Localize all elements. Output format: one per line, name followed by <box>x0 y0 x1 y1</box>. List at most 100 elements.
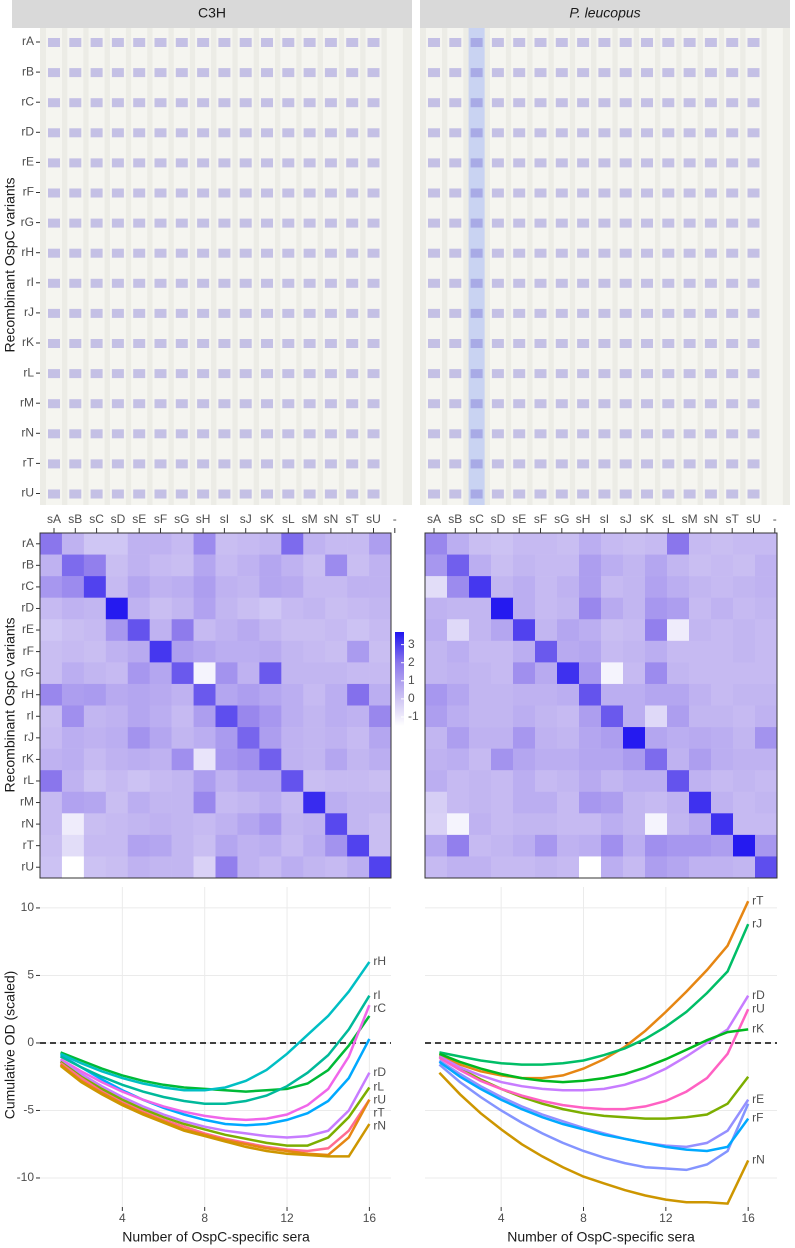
blot-band <box>704 399 717 409</box>
blot-band <box>303 369 316 379</box>
heatmap-cell <box>447 748 470 771</box>
heatmap-cell <box>215 705 238 728</box>
heatmap-cell <box>347 683 370 706</box>
heatmap-cell <box>237 770 260 793</box>
blot-band <box>726 489 739 499</box>
blot-band <box>197 128 210 138</box>
column-label: sB <box>448 512 462 526</box>
blot-band <box>577 459 590 469</box>
blot-band <box>534 339 547 348</box>
blot-band <box>513 218 526 228</box>
heatmap-cell <box>325 856 348 879</box>
heatmap-cell <box>325 791 348 814</box>
blot-band <box>197 489 210 499</box>
heatmap-cell <box>425 640 448 663</box>
blot-band <box>303 429 316 439</box>
blot-band <box>598 339 611 348</box>
blot-band <box>619 188 632 198</box>
blot-band <box>641 68 653 78</box>
row-label: rE <box>22 622 34 636</box>
blot-band <box>513 429 526 439</box>
blot-band <box>218 489 231 499</box>
blot-band <box>491 218 504 228</box>
heatmap-cell <box>127 619 150 642</box>
heatmap-cell <box>347 597 370 620</box>
heatmap-cell <box>623 727 646 749</box>
heatmap-cell <box>83 856 107 879</box>
blot-lane <box>511 28 528 505</box>
heatmap-cell <box>171 813 194 836</box>
blot-band <box>534 369 547 379</box>
heatmap-cell <box>557 640 580 663</box>
blot-band <box>598 38 611 47</box>
heatmap-cell <box>689 748 712 771</box>
heatmap-cell <box>171 727 194 749</box>
heatmap-cell <box>303 834 326 857</box>
blot-band <box>282 188 295 198</box>
blot-band <box>534 98 547 108</box>
blot-band <box>470 248 483 258</box>
heatmap-cell <box>303 770 326 793</box>
blot-band <box>48 38 60 47</box>
heatmap-cell <box>127 533 150 555</box>
blot-band <box>747 429 760 439</box>
colorbar-label: 1 <box>408 673 415 687</box>
heatmap-cell <box>259 834 282 857</box>
blot-lane <box>681 28 698 505</box>
blot-band <box>577 248 590 258</box>
blot-band <box>154 308 167 318</box>
heatmap-cell <box>535 619 558 642</box>
column-label: sM <box>682 512 698 526</box>
blot-band <box>282 339 295 348</box>
blot-band <box>239 339 252 348</box>
blot-band <box>48 369 60 379</box>
blot-band <box>641 369 653 379</box>
blot-band <box>641 459 653 469</box>
blot-band <box>726 429 739 439</box>
heatmap-cell <box>61 834 85 857</box>
blot-band <box>704 68 717 78</box>
line-label: rC <box>373 1001 386 1015</box>
heatmap-cell <box>425 856 448 879</box>
heatmap-cell <box>425 770 448 793</box>
blot-band <box>175 188 188 198</box>
blot-lane <box>575 28 592 505</box>
column-label: sH <box>196 512 211 526</box>
blot-band <box>69 38 82 47</box>
heatmap-cell <box>601 554 624 577</box>
blot-band <box>534 218 547 228</box>
heatmap-cell <box>469 533 492 555</box>
blot-band <box>111 429 124 439</box>
x-tick-label: 4 <box>119 1211 126 1225</box>
blot-band <box>346 399 359 409</box>
heatmap-cell <box>667 533 690 555</box>
heatmap-cell <box>755 813 778 836</box>
line <box>438 1008 750 1111</box>
blot-band <box>282 218 295 228</box>
heatmap-cell <box>711 834 734 857</box>
heatmap-cell <box>733 576 756 598</box>
heatmap-cell <box>557 533 580 555</box>
heatmap-cell <box>215 813 238 836</box>
heatmap-cell <box>491 576 514 598</box>
blot-band <box>726 248 739 258</box>
column-label: sD <box>491 512 506 526</box>
heatmap-cell <box>259 705 282 728</box>
heatmap-cell <box>237 576 260 598</box>
column-label: sE <box>132 512 146 526</box>
blot-band <box>662 218 675 228</box>
blot-band <box>69 369 82 379</box>
heatmap-cell <box>303 640 326 663</box>
blot-band <box>261 429 273 439</box>
heatmap-cell <box>193 813 216 836</box>
blot-band <box>428 339 440 348</box>
heatmap-cell <box>667 813 690 836</box>
blot-lane <box>639 28 655 505</box>
blot-band <box>69 188 82 198</box>
blot-band <box>133 369 146 379</box>
blot-band <box>303 459 316 469</box>
heatmap-cell <box>325 748 348 771</box>
heatmap-cell <box>557 597 580 620</box>
heatmap-cell <box>61 770 85 793</box>
blot-band <box>747 218 760 228</box>
